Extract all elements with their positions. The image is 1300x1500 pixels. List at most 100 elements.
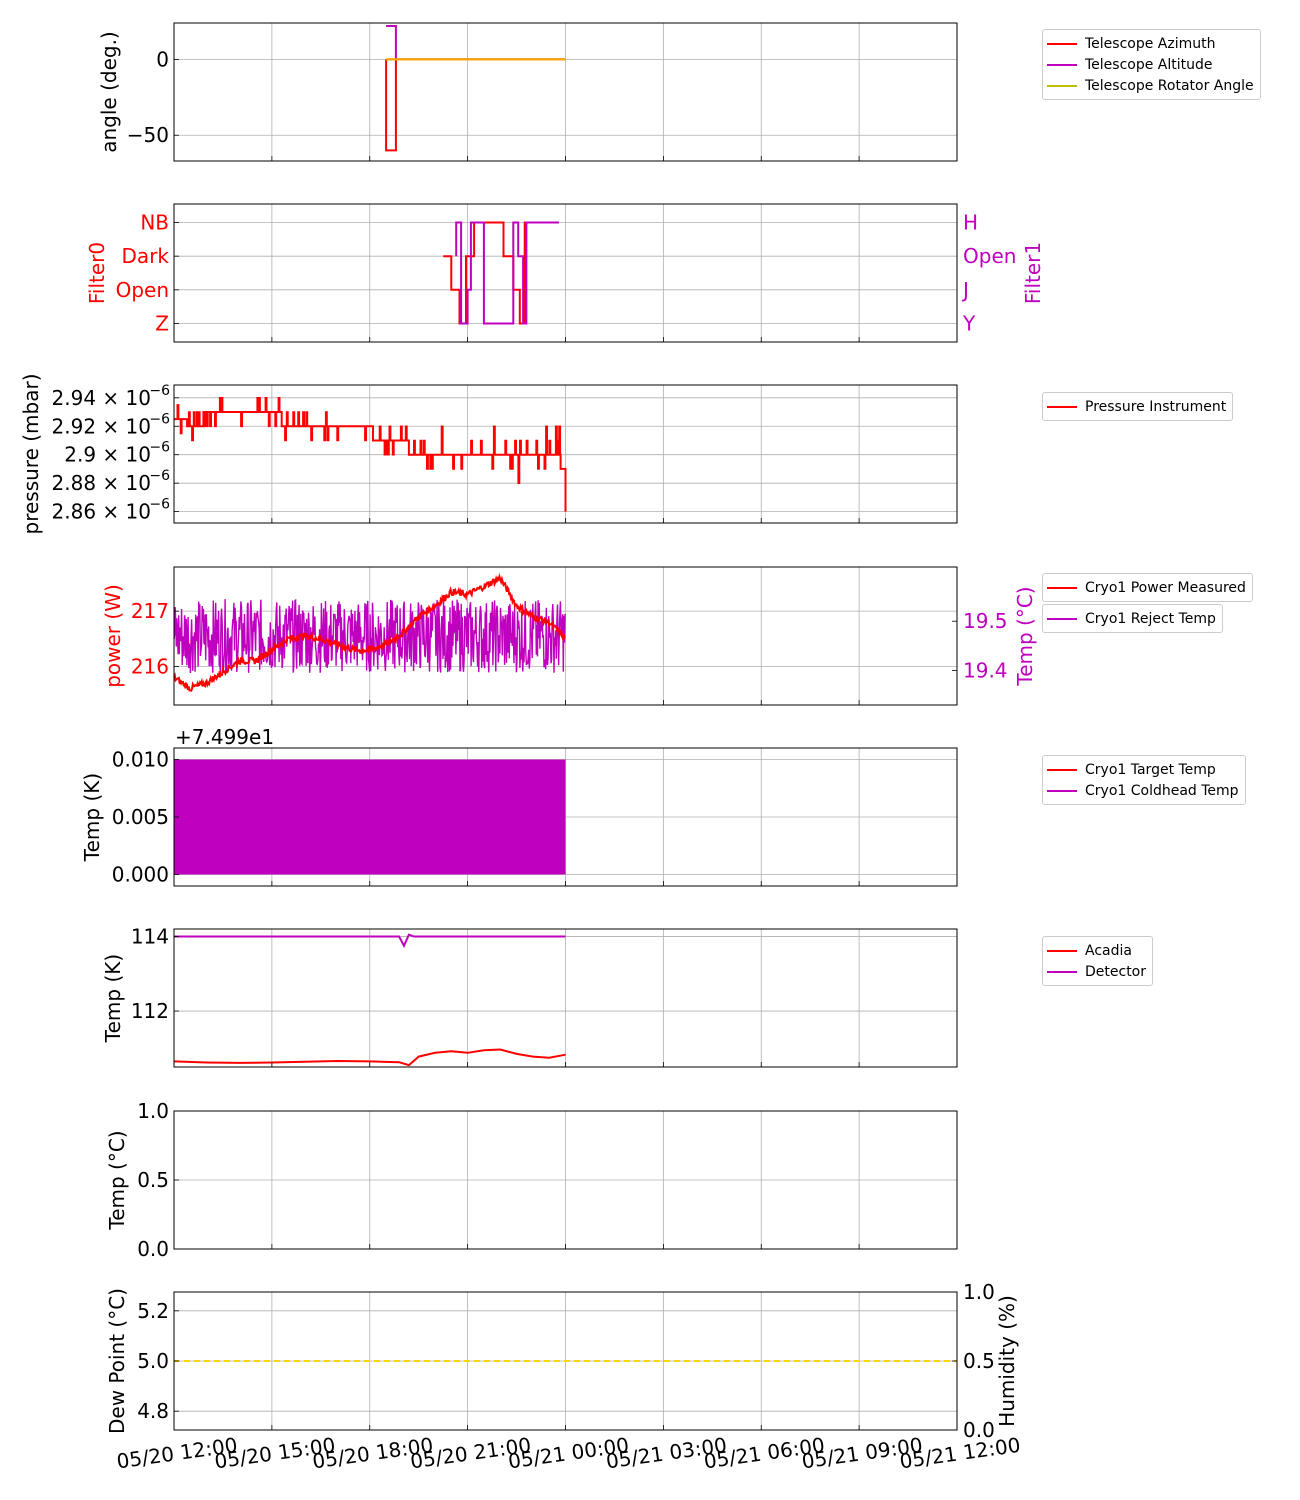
series-band-cryo1-coldhead-temp — [174, 759, 566, 875]
y-tick-label: 0.5 — [137, 1168, 169, 1192]
series-line-cryo1-reject-temp — [173, 598, 566, 675]
legend-entry-detector: Detector — [1047, 961, 1146, 982]
legend-swatch — [1047, 42, 1077, 45]
y-tick-label: 0 — [156, 47, 169, 71]
series-line-telescope-azimuth — [385, 58, 566, 152]
axes-frame — [173, 566, 958, 706]
y-tick-label: 216 — [131, 654, 169, 678]
y-tick-label-right: 0.5 — [963, 1349, 995, 1373]
y-tick-label: 2.88 × 10 — [52, 471, 151, 495]
y-tick-exponent: −6 — [149, 411, 170, 427]
axes-frame — [173, 203, 958, 343]
y-tick-label-right: H — [963, 211, 978, 235]
y-axis-label-angle: angle (deg.) — [97, 31, 121, 153]
legend-swatch — [1047, 970, 1077, 973]
series-noise-pressure-instrument — [176, 397, 562, 484]
legend-label: Acadia — [1085, 942, 1132, 959]
legend-label: Cryo1 Target Temp — [1085, 761, 1216, 778]
y-tick-label: 0.010 — [112, 748, 169, 772]
y-axis-label-detector: Temp (K) — [101, 954, 125, 1043]
legend-entry-altitude: Telescope Altitude — [1047, 54, 1254, 75]
y-tick-label: 2.94 × 10 — [52, 386, 151, 410]
y-tick-label: NB — [140, 211, 169, 235]
y-tick-label-right: Open — [963, 244, 1016, 268]
legend-power: Cryo1 Power Measured — [1042, 573, 1253, 602]
axes-frame — [173, 384, 958, 524]
legend-label: Detector — [1085, 963, 1147, 980]
y-tick-label: −50 — [127, 123, 169, 147]
legend-label: Telescope Altitude — [1085, 56, 1213, 73]
y-tick-label-right: 0.0 — [963, 1418, 995, 1442]
y-tick-label: 112 — [131, 999, 169, 1023]
legend-pressure: Pressure Instrument — [1042, 392, 1234, 421]
legend-detector: Acadia Detector — [1042, 936, 1154, 986]
axes-frames — [173, 22, 958, 1431]
y-tick-exponent: −6 — [149, 383, 170, 399]
y-axis-label-dew-point: Dew Point (°C) — [105, 1288, 129, 1434]
y-offset-label: +7.499e1 — [175, 725, 274, 749]
y-tick-label: 0.000 — [112, 863, 169, 887]
legend-swatch — [1047, 405, 1077, 408]
y-tick-exponent: −6 — [149, 440, 170, 456]
y-tick-exponent: −6 — [149, 468, 170, 484]
data-layer — [173, 25, 957, 1362]
legend-entry-rotator: Telescope Rotator Angle — [1047, 75, 1254, 96]
series-line-filter0 — [443, 221, 559, 325]
legend-swatch — [1047, 63, 1077, 66]
y-axis-label-filter1: Filter1 — [1021, 242, 1045, 304]
legend-swatch — [1047, 768, 1077, 771]
y-tick-label: 114 — [131, 924, 169, 948]
y-axis-label-filter0: Filter0 — [85, 242, 109, 304]
legend-swatch — [1047, 789, 1077, 792]
legend-entry-pressure: Pressure Instrument — [1047, 396, 1226, 417]
series-line-filter1 — [455, 221, 559, 325]
y-axis-label-pressure: pressure (mbar) — [19, 373, 43, 534]
legend-entry-acadia: Acadia — [1047, 940, 1146, 961]
grid-layer — [173, 23, 958, 1430]
y-tick-label: 1.0 — [137, 1099, 169, 1123]
axes-frame — [173, 928, 958, 1068]
legend-entry-azimuth: Telescope Azimuth — [1047, 33, 1254, 54]
legend-swatch — [1047, 949, 1077, 952]
legend-entry-target: Cryo1 Target Temp — [1047, 759, 1239, 780]
y-tick-label-right: 19.4 — [963, 659, 1008, 683]
series-line-cryo1-power-measured — [173, 572, 566, 693]
legend-entry-coldhead: Cryo1 Coldhead Temp — [1047, 780, 1239, 801]
y-tick-label: 0.005 — [112, 805, 169, 829]
y-tick-label: 2.92 × 10 — [52, 414, 151, 438]
y-axis-label-cryo: Temp (K) — [80, 773, 104, 862]
y-axis-label-humidity: Humidity (%) — [995, 1295, 1019, 1427]
y-tick-label-right: 19.5 — [963, 609, 1008, 633]
y-axis-label-reject-temp: Temp (°C) — [1013, 586, 1037, 686]
y-tick-label: 2.9 × 10 — [64, 443, 151, 467]
legend-label: Cryo1 Power Measured — [1085, 579, 1246, 596]
legend-label: Cryo1 Coldhead Temp — [1085, 782, 1239, 799]
legend-entry-power: Cryo1 Power Measured — [1047, 577, 1246, 598]
y-tick-label-right: J — [961, 278, 969, 302]
y-tick-label: Z — [155, 311, 169, 335]
y-tick-label: 217 — [131, 599, 169, 623]
legend-reject-temp: Cryo1 Reject Temp — [1042, 604, 1223, 633]
y-tick-exponent: −6 — [149, 497, 170, 513]
series-line-telescope-altitude — [386, 25, 566, 61]
axes-frame — [173, 22, 958, 162]
legend-label: Telescope Rotator Angle — [1085, 77, 1254, 94]
y-tick-label: 5.0 — [137, 1349, 169, 1373]
series-line-detector — [174, 933, 566, 949]
legend-label: Cryo1 Reject Temp — [1085, 610, 1216, 627]
y-tick-label-right: 1.0 — [963, 1280, 995, 1304]
y-tick-label-right: Y — [962, 311, 976, 335]
legend-swatch — [1047, 586, 1077, 589]
legend-swatch — [1047, 84, 1077, 87]
y-tick-label: Open — [116, 278, 169, 302]
y-tick-label: 5.2 — [137, 1299, 169, 1323]
legend-label: Telescope Azimuth — [1085, 35, 1216, 52]
y-tick-label: 2.86 × 10 — [52, 500, 151, 524]
y-axis-label-power: power (W) — [101, 584, 125, 688]
y-tick-label: 0.0 — [137, 1237, 169, 1261]
legend-angle: Telescope Azimuth Telescope Altitude Tel… — [1042, 29, 1261, 100]
legend-entry-reject: Cryo1 Reject Temp — [1047, 608, 1216, 629]
legend-label: Pressure Instrument — [1085, 398, 1227, 415]
